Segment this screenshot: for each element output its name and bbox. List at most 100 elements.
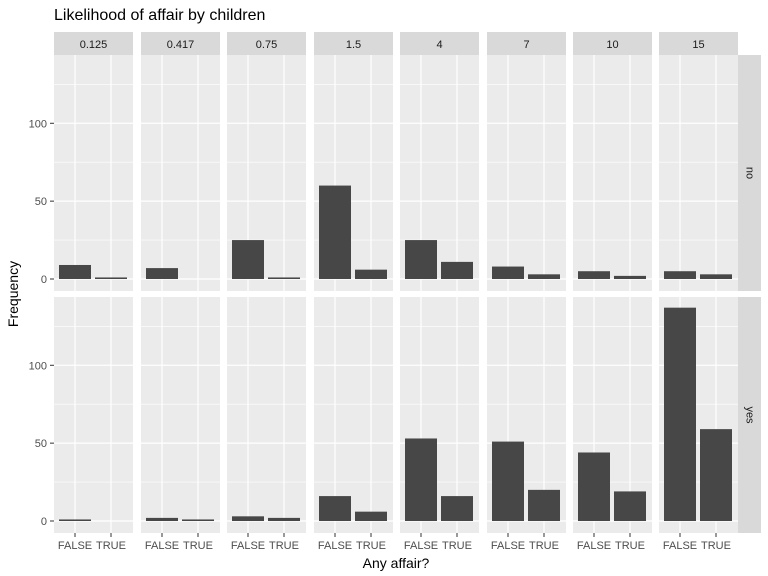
x-tick-label: FALSE [145,540,179,552]
facet-panel [659,297,738,533]
x-tick-label: TRUE [529,540,559,552]
panel-background [54,55,133,291]
facet-panel [400,55,479,291]
x-tick-label: TRUE [442,540,472,552]
x-tick-label: FALSE [231,540,265,552]
x-tick-label: FALSE [491,540,525,552]
bar [528,274,560,279]
column-strip [659,32,738,55]
facet-panel [573,55,652,291]
panel-background [54,297,133,533]
y-tick-label: 0 [41,274,47,286]
facet-panel [400,297,479,533]
column-strip-label: 15 [692,39,704,51]
column-strip-label: 0.125 [80,39,108,51]
panel-background [141,297,220,533]
x-tick-label: TRUE [615,540,645,552]
facet-panel [314,55,393,291]
x-tick-label: FALSE [663,540,697,552]
panel-background [141,55,220,291]
facet-panel [487,297,566,533]
column-strip [314,32,393,55]
facet-panel [141,297,220,533]
bar [268,517,300,521]
y-axis-title: Frequency [5,261,21,327]
bar [95,277,127,279]
x-tick-label: TRUE [356,540,386,552]
x-axis-title: Any affair? [363,555,430,571]
bar [614,275,646,279]
bar [405,240,437,279]
facet-grid: 0.125 0.417 0.75 1.5 4 7 10 15 no yes 0 50 100 0 50 100… [29,32,761,552]
row-strip-label: no [744,167,756,179]
bar [182,519,214,521]
facet-panel [54,297,133,533]
bar [578,271,610,279]
bar [664,271,696,279]
y-tick-label: 100 [29,360,47,372]
x-tick-label: FALSE [318,540,352,552]
column-strip [400,32,479,55]
bar [405,438,437,521]
bar [664,307,696,521]
bar [268,277,300,279]
panel-background [314,297,393,533]
facet-panel [54,55,133,291]
bar [700,274,732,279]
x-tick-label: TRUE [183,540,213,552]
bar [59,519,91,521]
column-strip-label: 4 [436,39,442,51]
bar [492,266,524,279]
bar [528,489,560,521]
panel-background [659,55,738,291]
bar [232,240,264,279]
facet-panel [573,297,652,533]
facet-panel [227,55,306,291]
bar [578,452,610,521]
x-tick-label: TRUE [701,540,731,552]
row-strip-label: yes [744,406,756,424]
column-strip-label: 0.75 [256,39,277,51]
bar [614,491,646,521]
row-strip [738,55,761,291]
facet-panel [659,55,738,291]
bar [59,264,91,279]
x-tick-label: TRUE [269,540,299,552]
bar [232,516,264,521]
column-strip [141,32,220,55]
facet-panel [141,55,220,291]
bar [492,441,524,521]
y-tick-label: 50 [35,438,47,450]
bar [319,496,351,521]
chart-title: Likelihood of affair by children [54,7,265,24]
bar [441,261,473,279]
x-tick-label: FALSE [58,540,92,552]
column-strip [573,32,652,55]
facet-panel [487,55,566,291]
bar [146,268,178,279]
panel-background [573,55,652,291]
facet-panel [227,297,306,533]
row-strip [738,297,761,533]
x-tick-label: FALSE [404,540,438,552]
column-strip [487,32,566,55]
panel-background [227,297,306,533]
column-strip-label: 10 [606,39,618,51]
bar [700,429,732,521]
column-strip-label: 7 [523,39,529,51]
column-strip [227,32,306,55]
bar [441,496,473,521]
panel-background [487,55,566,291]
bar [355,269,387,279]
bar [319,185,351,279]
x-tick-label: TRUE [96,540,126,552]
column-strip-label: 0.417 [167,39,195,51]
y-tick-label: 0 [41,516,47,528]
y-tick-label: 100 [29,118,47,130]
facet-panel [314,297,393,533]
column-strip [54,32,133,55]
bar [355,511,387,521]
column-strip-label: 1.5 [346,39,361,51]
x-tick-label: FALSE [577,540,611,552]
